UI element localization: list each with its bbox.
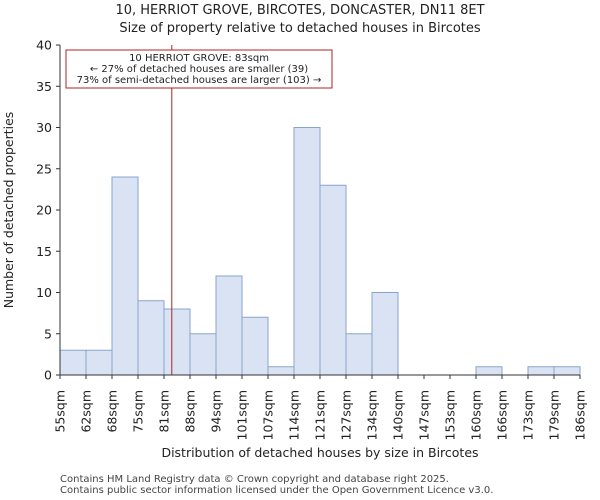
x-tick-label: 94sqm bbox=[209, 390, 224, 433]
title-line-2: Size of property relative to detached ho… bbox=[119, 21, 481, 36]
x-tick-label: 101sqm bbox=[235, 390, 250, 440]
x-tick-label: 153sqm bbox=[443, 390, 458, 440]
bar-121sqm bbox=[319, 184, 347, 376]
x-tick-label: 134sqm bbox=[365, 390, 380, 440]
x-tick-label: 68sqm bbox=[105, 390, 120, 433]
bar-88sqm bbox=[189, 333, 217, 376]
x-tick-label: 121sqm bbox=[313, 390, 328, 440]
annotation-box: 10 HERRIOT GROVE: 83sqm ← 27% of detache… bbox=[65, 49, 333, 89]
bar-127sqm bbox=[345, 333, 373, 376]
x-tick-label: 88sqm bbox=[183, 390, 198, 433]
bar-114sqm bbox=[293, 127, 321, 376]
bar-179sqm bbox=[553, 366, 581, 376]
y-ticks-group: 0 5 10 15 20 25 30 35 40 bbox=[36, 38, 60, 383]
x-tick-label: 75sqm bbox=[131, 390, 146, 433]
x-tick-label: 107sqm bbox=[261, 390, 276, 440]
y-tick-label: 15 bbox=[36, 244, 52, 259]
y-tick-label: 35 bbox=[36, 79, 52, 94]
x-tick-label: 173sqm bbox=[521, 390, 536, 440]
x-tick-label: 147sqm bbox=[417, 390, 432, 440]
footer-line-2: Contains public sector information licen… bbox=[60, 485, 494, 496]
y-tick-label: 40 bbox=[36, 38, 52, 53]
bar-101sqm bbox=[241, 316, 269, 376]
annotation-line-1: 10 HERRIOT GROVE: 83sqm bbox=[129, 53, 269, 64]
bar-173sqm bbox=[527, 366, 555, 376]
x-tick-label: 81sqm bbox=[157, 390, 172, 433]
x-tick-label: 114sqm bbox=[287, 390, 302, 440]
y-tick-label: 10 bbox=[36, 285, 52, 300]
y-axis-label: Number of detached properties bbox=[1, 112, 16, 309]
x-tick-label: 140sqm bbox=[391, 390, 406, 440]
x-tick-label: 166sqm bbox=[495, 390, 510, 440]
annotation-line-2: ← 27% of detached houses are smaller (39… bbox=[90, 64, 308, 75]
bar-160sqm bbox=[475, 366, 503, 376]
y-tick-label: 5 bbox=[44, 326, 52, 341]
annotation-line-3: 73% of semi-detached houses are larger (… bbox=[77, 75, 322, 86]
y-tick-label: 20 bbox=[36, 203, 52, 218]
bar-75sqm bbox=[137, 300, 165, 376]
x-tick-label: 160sqm bbox=[469, 390, 484, 440]
annotation-border bbox=[65, 49, 333, 89]
bar-107sqm bbox=[267, 366, 295, 376]
bar-81sqm bbox=[163, 308, 191, 376]
x-ticks-group: 55sqm 62sqm 68sqm 75sqm 81sqm 88sqm 94sqm 101sq… bbox=[53, 375, 588, 440]
x-tick-label: 55sqm bbox=[53, 390, 68, 433]
bars-group bbox=[59, 127, 581, 376]
title-line-1: 10, HERRIOT GROVE, BIRCOTES, DONCASTER, … bbox=[115, 3, 484, 18]
bar-68sqm bbox=[111, 176, 139, 376]
bar-94sqm bbox=[215, 275, 243, 376]
y-tick-label: 25 bbox=[36, 161, 52, 176]
x-tick-label: 186sqm bbox=[573, 390, 588, 440]
bar-55sqm bbox=[59, 349, 87, 376]
bar-62sqm bbox=[85, 349, 113, 376]
x-tick-label: 179sqm bbox=[547, 390, 562, 440]
chart-title: 10, HERRIOT GROVE, BIRCOTES, DONCASTER, … bbox=[115, 3, 484, 36]
y-tick-label: 30 bbox=[36, 120, 52, 135]
x-tick-label: 62sqm bbox=[79, 390, 94, 433]
x-axis-label: Distribution of detached houses by size … bbox=[161, 445, 478, 460]
x-tick-label: 127sqm bbox=[339, 390, 354, 440]
y-tick-label: 0 bbox=[44, 368, 52, 383]
footer-line-1: Contains HM Land Registry data © Crown c… bbox=[60, 474, 449, 485]
bar-134sqm bbox=[371, 292, 399, 376]
